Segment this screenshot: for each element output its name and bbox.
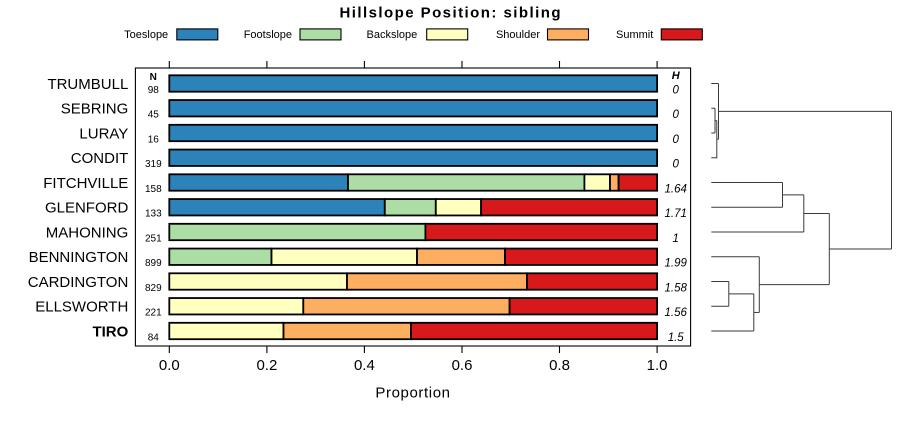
svg-text:158: 158: [145, 184, 162, 195]
svg-text:1: 1: [672, 233, 678, 245]
svg-text:BENNINGTON: BENNINGTON: [29, 249, 129, 266]
svg-text:0.2: 0.2: [256, 357, 277, 374]
svg-text:829: 829: [145, 283, 162, 294]
svg-text:0: 0: [672, 109, 679, 121]
svg-text:1.56: 1.56: [665, 307, 688, 319]
svg-text:251: 251: [145, 233, 162, 244]
svg-text:98: 98: [148, 85, 160, 96]
svg-text:0: 0: [672, 159, 679, 171]
svg-text:0.6: 0.6: [452, 357, 473, 374]
svg-text:0.8: 0.8: [549, 357, 570, 374]
svg-text:ELLSWORTH: ELLSWORTH: [35, 299, 128, 316]
svg-text:TIRO: TIRO: [92, 323, 128, 340]
svg-text:H: H: [672, 70, 681, 82]
svg-text:Proportion: Proportion: [375, 385, 450, 402]
svg-text:16: 16: [148, 134, 160, 145]
svg-text:MAHONING: MAHONING: [46, 224, 129, 241]
svg-text:GLENFORD: GLENFORD: [45, 200, 129, 217]
svg-text:Summit: Summit: [616, 29, 653, 41]
svg-text:Backslope: Backslope: [367, 29, 418, 41]
svg-text:LURAY: LURAY: [79, 125, 128, 142]
svg-text:N: N: [150, 72, 157, 83]
svg-text:Footslope: Footslope: [244, 29, 292, 41]
svg-text:0: 0: [672, 84, 679, 96]
svg-text:TRUMBULL: TRUMBULL: [47, 76, 128, 93]
svg-text:0: 0: [672, 134, 679, 146]
svg-text:CARDINGTON: CARDINGTON: [28, 274, 129, 291]
svg-text:Shoulder: Shoulder: [496, 29, 540, 41]
svg-text:Toeslope: Toeslope: [124, 29, 168, 41]
svg-text:133: 133: [145, 209, 162, 220]
svg-text:1.71: 1.71: [665, 208, 687, 220]
svg-text:221: 221: [145, 308, 162, 319]
svg-text:1.5: 1.5: [668, 332, 685, 344]
svg-text:1.0: 1.0: [647, 357, 668, 374]
svg-text:1.64: 1.64: [665, 183, 687, 195]
svg-text:319: 319: [145, 159, 162, 170]
svg-text:45: 45: [148, 110, 160, 121]
svg-text:CONDIT: CONDIT: [71, 150, 129, 167]
svg-text:1.99: 1.99: [665, 258, 688, 270]
svg-text:SEBRING: SEBRING: [61, 101, 129, 118]
svg-text:899: 899: [145, 258, 162, 269]
svg-text:0.4: 0.4: [354, 357, 375, 374]
svg-text:1.58: 1.58: [665, 282, 688, 294]
svg-text:Hillslope Position: sibling: Hillslope Position: sibling: [339, 4, 562, 21]
svg-text:0.0: 0.0: [159, 357, 180, 374]
svg-text:84: 84: [148, 332, 160, 343]
svg-text:FITCHVILLE: FITCHVILLE: [43, 175, 128, 192]
